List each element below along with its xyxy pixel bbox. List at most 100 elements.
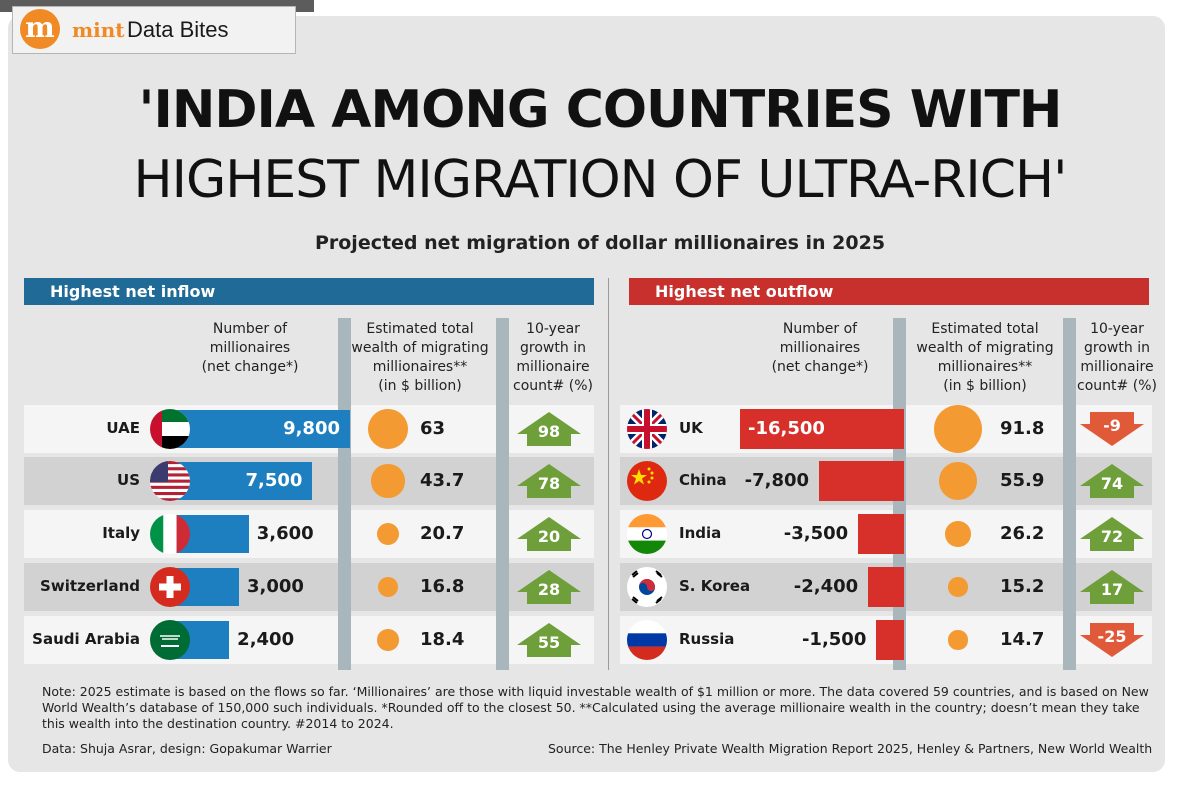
inflow-wealth-circle [376, 522, 400, 546]
inflow-growth-label: 98 [537, 422, 561, 441]
outflow-net-change-bar [819, 461, 904, 501]
inflow-header-number-line: Number of [212, 321, 288, 337]
italy-flag-icon [150, 514, 190, 554]
outflow-country-label: Russia [679, 630, 735, 648]
outflow-growth-arrow [1080, 412, 1144, 446]
outflow-header-number-line: (net change*) [771, 359, 869, 375]
south-korea-flag-icon [627, 567, 667, 607]
headline-line2: HIGHEST MIGRATION OF ULTRA-RICH' [133, 150, 1068, 210]
inflow-growth-arrow [517, 464, 581, 498]
outflow-net-change-value: -16,500 [748, 418, 825, 439]
outflow-wealth-value: 55.9 [1000, 470, 1045, 491]
outflow-wealth-value: 15.2 [1000, 576, 1045, 597]
panel-divider [608, 278, 609, 670]
inflow-net-change-value: 9,800 [283, 418, 340, 439]
outflow-growth-arrow [1080, 570, 1144, 604]
inflow-header-number-line: millionaires [209, 340, 291, 356]
outflow-header-wealth-line: wealth of migrating [916, 340, 1054, 356]
inflow-wealth-circle [377, 629, 399, 651]
inflow-header-growth-line: 10-year [526, 321, 580, 337]
inflow-panel-title: Highest net inflow [24, 278, 594, 305]
inflow-country-label: Italy [102, 524, 140, 542]
inflow-wealth-value: 16.8 [420, 576, 465, 597]
outflow-country-label: India [679, 524, 722, 542]
inflow-growth-arrow [517, 517, 581, 551]
inflow-net-change-value: 7,500 [245, 470, 303, 491]
inflow-header-number-line: (net change*) [201, 359, 299, 375]
source-line: Source: The Henley Private Wealth Migrat… [548, 741, 1153, 756]
inflow-header-wealth-line: Estimated total [366, 321, 474, 337]
inflow-growth-label: 28 [537, 580, 561, 599]
inflow-country-label: Saudi Arabia [32, 630, 140, 648]
outflow-growth-arrow [1080, 464, 1144, 498]
outflow-country-label: China [679, 471, 727, 489]
outflow-wealth-circle [945, 521, 971, 547]
outflow-header-growth-line: millionaire [1080, 359, 1154, 375]
outflow-growth-label: 72 [1100, 527, 1124, 546]
outflow-header-number-line: Number of [782, 321, 858, 337]
india-flag-icon [627, 514, 667, 554]
inflow-wealth-value: 63 [420, 418, 446, 439]
uae-flag-icon [150, 409, 190, 449]
outflow-net-change-bar [876, 620, 904, 660]
inflow-net-change-bar [168, 410, 350, 448]
outflow-net-change-value: -7,800 [744, 470, 810, 491]
inflow-column-strip [338, 318, 351, 670]
inflow-wealth-circle [377, 576, 399, 598]
uk-flag-icon [627, 409, 667, 449]
outflow-wealth-value: 91.8 [1000, 418, 1045, 439]
outflow-growth-label: 74 [1100, 474, 1124, 493]
outflow-header-number-line: millionaires [779, 340, 861, 356]
inflow-column-strip [496, 318, 509, 670]
outflow-country-label: S. Korea [679, 577, 751, 595]
inflow-growth-label: 78 [537, 474, 561, 493]
inflow-header-growth-line: count# (%) [513, 378, 593, 394]
inflow-header-growth-line: millionaire [516, 359, 590, 375]
outflow-panel-title: Highest net outflow [629, 278, 1149, 305]
inflow-country-label: US [117, 471, 140, 489]
inflow-header-growth-line: growth in [520, 340, 586, 356]
russia-flag-icon [627, 620, 667, 660]
inflow-header-wealth-line: millionaires** [372, 359, 468, 375]
inflow-net-change-value: 3,600 [256, 523, 314, 544]
inflow-net-change-value: 2,400 [237, 629, 295, 650]
inflow-wealth-value: 20.7 [420, 523, 465, 544]
inflow-header-wealth-line: (in $ billion) [378, 378, 462, 394]
inflow-growth-arrow [517, 623, 581, 657]
outflow-wealth-circle [934, 405, 982, 453]
us-flag-icon [150, 461, 190, 501]
outflow-net-change-value: -3,500 [783, 523, 849, 544]
outflow-growth-arrow [1080, 517, 1144, 551]
inflow-growth-arrow [517, 570, 581, 604]
inflow-net-change-bar [168, 462, 313, 500]
china-flag-icon [627, 461, 667, 501]
outflow-growth-label: 17 [1100, 580, 1124, 599]
inflow-growth-label: 20 [537, 527, 561, 546]
outflow-wealth-value: 14.7 [1000, 629, 1045, 650]
inflow-wealth-circle [368, 409, 408, 449]
inflow-wealth-value: 18.4 [420, 629, 465, 650]
outflow-country-label: UK [679, 419, 703, 437]
footnote: Note: 2025 estimate is based on the flow… [42, 684, 1149, 731]
inflow-country-label: UAE [106, 419, 140, 437]
inflow-header-wealth-line: wealth of migrating [351, 340, 489, 356]
outflow-header-growth-line: count# (%) [1077, 378, 1157, 394]
outflow-header-growth-line: 10-year [1090, 321, 1144, 337]
outflow-growth-arrow [1080, 623, 1144, 657]
saudi-arabia-flag-icon [150, 620, 190, 660]
inflow-growth-arrow [517, 412, 581, 446]
outflow-growth-label: -9 [1103, 416, 1121, 435]
outflow-growth-label: -25 [1097, 627, 1127, 646]
mint-logo-icon: m [20, 9, 60, 49]
inflow-country-label: Switzerland [40, 577, 140, 595]
switzerland-flag-icon [150, 567, 190, 607]
inflow-wealth-circle [371, 464, 405, 498]
inflow-wealth-value: 43.7 [420, 470, 465, 491]
inflow-growth-label: 55 [537, 633, 561, 652]
outflow-header-wealth-line: (in $ billion) [943, 378, 1027, 394]
outflow-wealth-circle [948, 630, 968, 650]
outflow-wealth-circle [939, 462, 977, 500]
outflow-wealth-circle [948, 577, 968, 597]
outflow-net-change-bar [858, 514, 904, 554]
brand-name: mint [72, 18, 125, 42]
